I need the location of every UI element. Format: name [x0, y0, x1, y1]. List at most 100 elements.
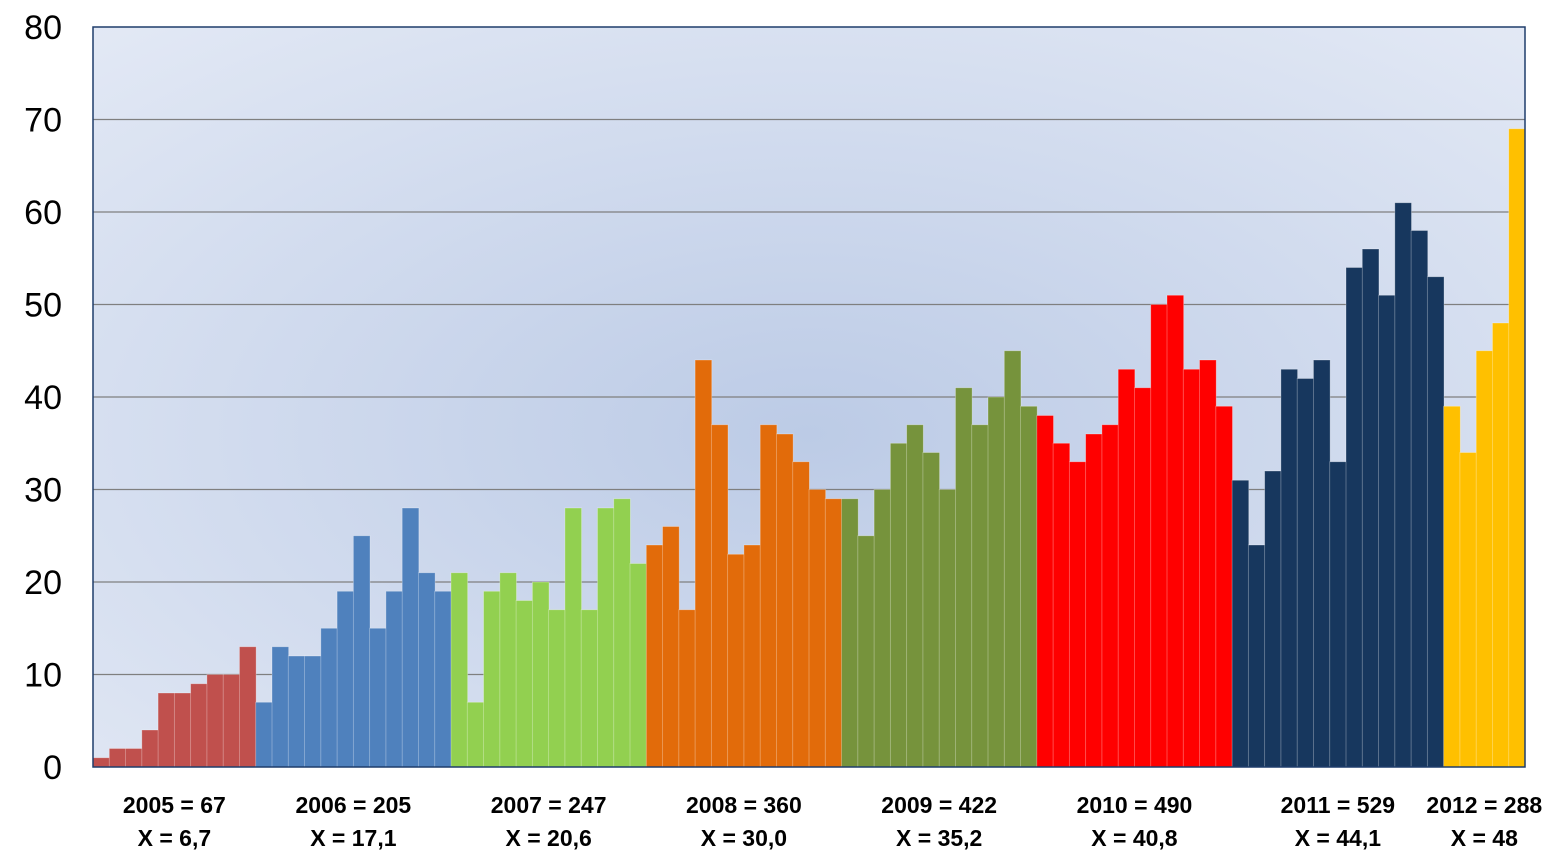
bar: [645, 544, 664, 768]
group-label-total: 2006 = 205: [295, 792, 411, 818]
bar: [1003, 350, 1022, 768]
x-axis-group-labels: 2005 = 67 X = 6,7 2006 = 205 X = 17,1 2007 =…: [123, 792, 1543, 851]
bar: [873, 489, 892, 768]
bar: [1068, 461, 1087, 768]
bar: [385, 590, 403, 768]
bar: [1052, 442, 1071, 768]
bar: [1020, 405, 1038, 768]
bar: [1134, 387, 1152, 768]
bar: [515, 600, 534, 768]
bar: [1150, 304, 1168, 768]
bar: [1475, 350, 1494, 768]
bar: [710, 424, 729, 768]
group-label-mean: X = 30,0: [701, 825, 787, 851]
bar: [1264, 470, 1282, 768]
bar: [548, 609, 566, 768]
bar: [662, 526, 680, 768]
plot-border: [92, 26, 1526, 768]
bar: [173, 692, 192, 768]
y-tick-label: 50: [24, 287, 62, 325]
bar: [92, 757, 111, 768]
bar: [922, 452, 940, 768]
bar: [1313, 359, 1331, 768]
bar: [157, 692, 176, 768]
group-label-mean: X = 40,8: [1091, 825, 1178, 851]
group-label-mean: X = 17,1: [310, 825, 397, 851]
bar: [987, 396, 1006, 768]
bar: [369, 627, 387, 768]
bar: [206, 674, 224, 768]
bar: [1410, 230, 1429, 768]
bar: [1345, 267, 1364, 768]
bar: [824, 498, 843, 768]
bar: [499, 572, 517, 768]
group-label-total: 2009 = 422: [881, 792, 997, 818]
y-tick-label: 80: [24, 9, 62, 47]
group-label-total: 2012 = 288: [1426, 792, 1542, 818]
bar: [906, 424, 924, 768]
bar: [678, 609, 696, 768]
y-tick-label: 0: [43, 749, 62, 787]
bar: [1036, 415, 1054, 768]
bars: [92, 128, 1526, 768]
bar: [580, 609, 599, 768]
group-label-total: 2008 = 360: [686, 792, 802, 818]
y-tick-label: 70: [24, 102, 62, 140]
group-label-mean: X = 48: [1451, 825, 1518, 851]
bar: [1361, 248, 1380, 768]
bar: [531, 581, 550, 768]
y-tick-label: 40: [24, 379, 62, 417]
bar: [434, 590, 452, 768]
y-tick-label: 60: [24, 194, 62, 232]
bar: [1378, 294, 1396, 768]
y-tick-label: 30: [24, 472, 62, 510]
bar: [1280, 368, 1298, 768]
bar: [629, 563, 648, 768]
bar: [1492, 322, 1510, 768]
bar: [808, 489, 827, 768]
bar: [255, 701, 273, 768]
bar: [320, 627, 338, 768]
bar: [1231, 479, 1250, 768]
bar: [466, 701, 485, 768]
group-label-total: 2005 = 67: [123, 792, 226, 818]
bar: [1329, 461, 1347, 768]
bar: [841, 498, 859, 768]
bar: [1296, 378, 1315, 768]
bar: [1182, 368, 1201, 768]
y-tick-label: 10: [24, 657, 62, 695]
bar: [450, 572, 469, 768]
group-label-mean: X = 44,1: [1295, 825, 1382, 851]
bar: [222, 674, 241, 768]
group-label-total: 2007 = 247: [491, 792, 607, 818]
y-axis-ticks: 0 10 20 30 40 50 60 70 80: [24, 9, 62, 787]
bar: [613, 498, 631, 768]
bar: [743, 544, 761, 768]
bar: [108, 748, 127, 768]
group-label-total: 2010 = 490: [1077, 792, 1193, 818]
bar: [1443, 405, 1461, 768]
bar: [1199, 359, 1217, 768]
bar: [336, 590, 355, 768]
bar: [239, 646, 257, 768]
bar: [304, 655, 322, 768]
bar: [401, 507, 420, 768]
bar: [190, 683, 208, 768]
bar: [1459, 452, 1477, 768]
bar: [418, 572, 436, 768]
bar: [1101, 424, 1119, 768]
bar: [792, 461, 810, 768]
bar: [857, 535, 875, 768]
bar: [938, 489, 957, 768]
bar: [287, 655, 306, 768]
bar: [1426, 276, 1445, 768]
bar: [759, 424, 778, 768]
y-tick-label: 20: [24, 564, 62, 602]
bar: [1085, 433, 1103, 768]
group-label-total: 2011 = 529: [1281, 792, 1395, 818]
group-label-mean: X = 20,6: [505, 825, 591, 851]
bar: [483, 590, 501, 768]
bar: [1117, 368, 1136, 768]
bar: [1508, 128, 1526, 768]
group-label-mean: X = 35,2: [896, 825, 982, 851]
